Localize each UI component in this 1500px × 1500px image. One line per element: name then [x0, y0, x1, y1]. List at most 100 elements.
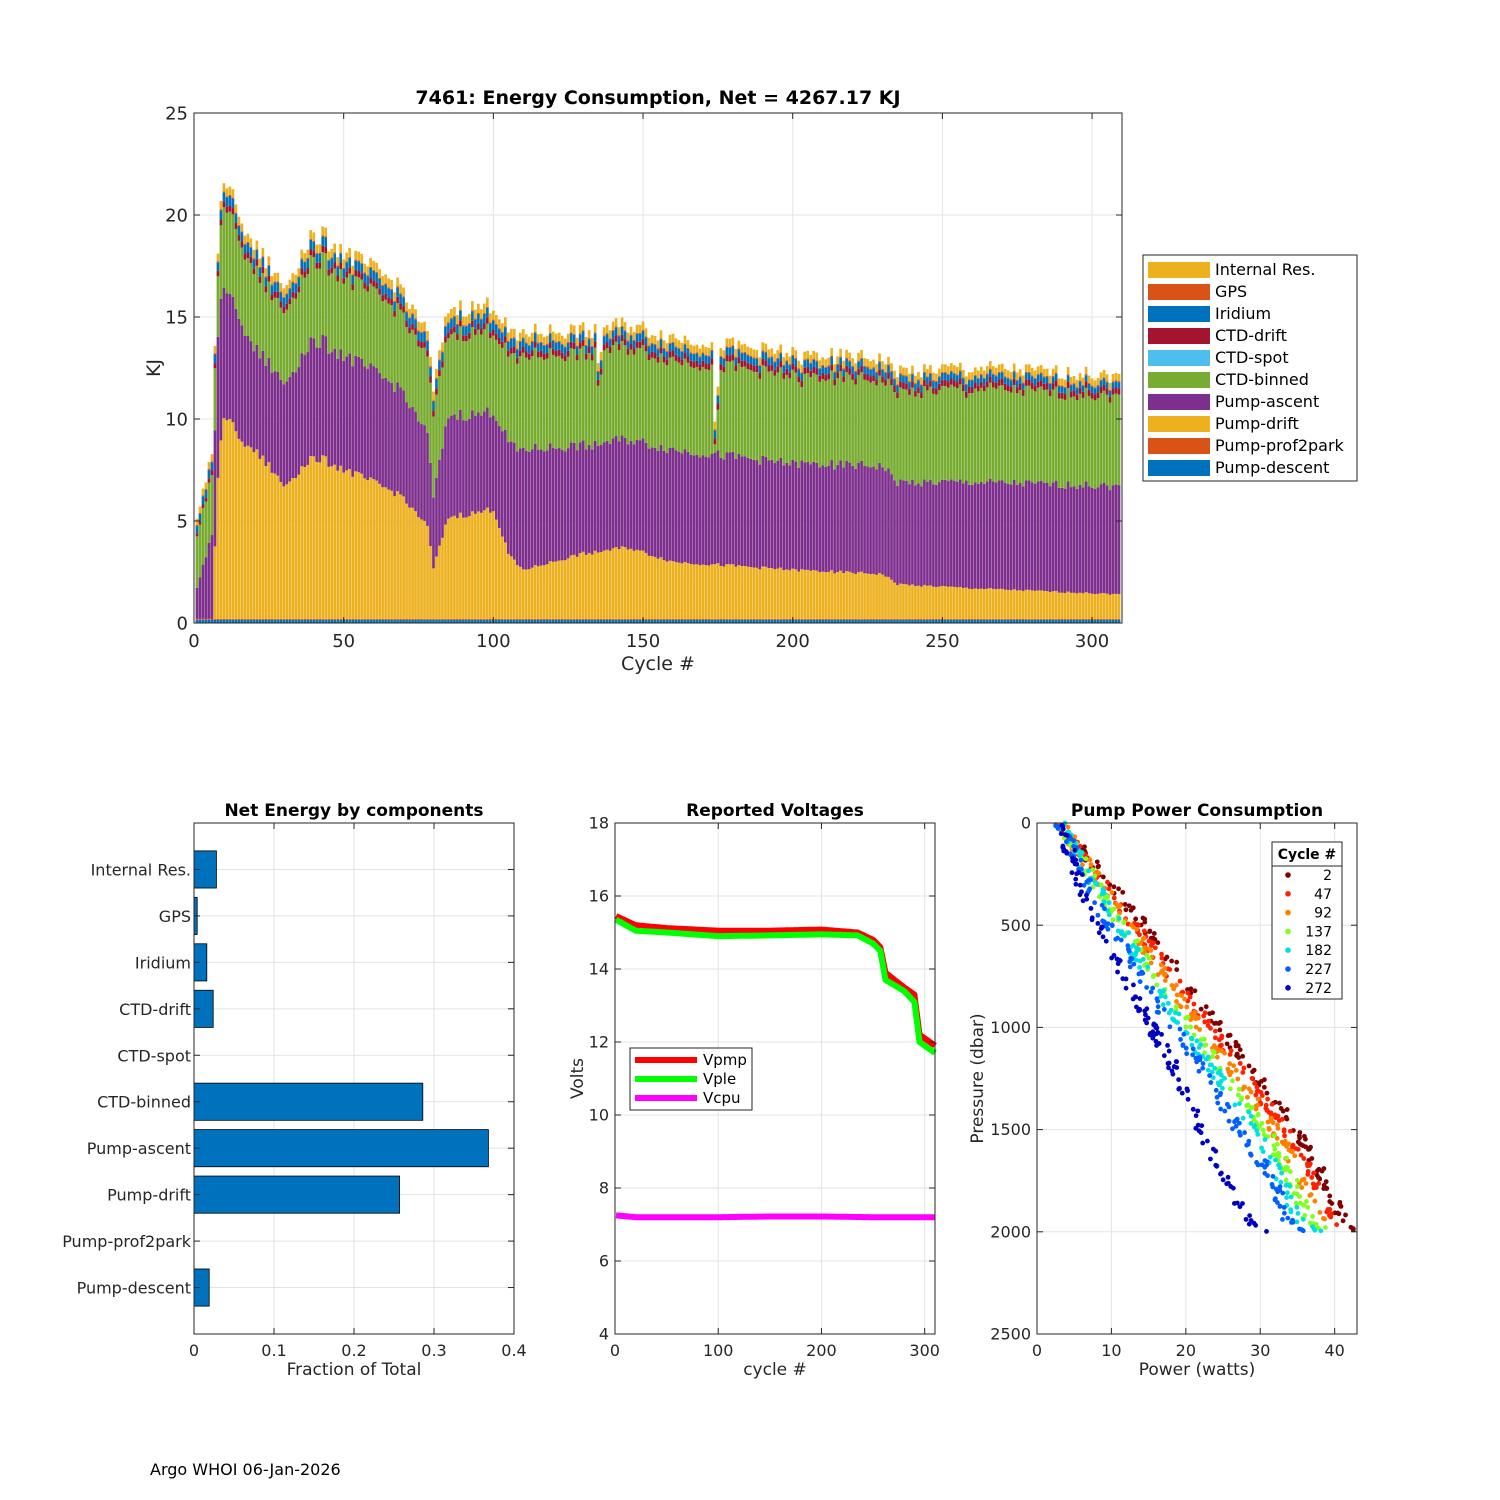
bar-segment — [237, 216, 241, 225]
bar-segment — [674, 347, 678, 355]
bar-segment — [590, 554, 594, 620]
pump-point-cycle-227 — [1275, 1189, 1281, 1195]
bar-segment — [480, 619, 483, 623]
pump-point-cycle-182 — [1173, 1010, 1178, 1016]
bar-segment — [1003, 589, 1007, 619]
bar-segment — [617, 350, 621, 442]
bar-segment — [264, 618, 268, 620]
bar-segment — [273, 618, 277, 620]
bar-segment — [1018, 590, 1022, 619]
bar-segment — [447, 313, 450, 323]
pump-point-cycle-47 — [1328, 1214, 1334, 1220]
pump-point-cycle-272 — [1179, 1090, 1185, 1096]
bar-segment — [731, 360, 735, 452]
bar-segment — [207, 478, 211, 483]
bar-segment — [1024, 618, 1028, 620]
bar-segment — [890, 378, 893, 386]
bar-segment — [339, 252, 343, 254]
bar-segment — [1042, 590, 1046, 619]
pump-point-cycle-2 — [1297, 1135, 1303, 1141]
bar-segment — [483, 329, 486, 412]
bar-segment — [402, 390, 405, 497]
bar-segment — [581, 619, 585, 623]
pump-point-cycle-182 — [1176, 1011, 1182, 1017]
bar-segment — [578, 618, 582, 620]
bar-segment — [483, 619, 486, 623]
bar-segment — [378, 269, 381, 278]
bar-segment — [638, 347, 642, 441]
bar-segment — [533, 443, 537, 566]
bar-segment — [875, 619, 878, 621]
bar-segment — [635, 439, 639, 550]
bar-segment — [399, 309, 402, 388]
bar-segment — [354, 618, 357, 620]
pump-point-cycle-2 — [1151, 931, 1157, 936]
bar-segment — [1117, 594, 1121, 619]
bar-segment — [300, 619, 304, 623]
bar-segment — [599, 368, 603, 375]
bar-segment — [465, 316, 468, 326]
bar-segment — [414, 511, 417, 619]
bar-segment — [935, 388, 938, 395]
bar-segment — [707, 347, 711, 356]
bar-segment — [899, 373, 902, 375]
bar-segment — [947, 373, 950, 375]
bar-segment — [1027, 385, 1031, 481]
bar-segment — [626, 340, 630, 342]
bar-segment — [318, 253, 322, 263]
pump-point-cycle-92 — [1211, 1043, 1217, 1049]
bar-segment — [917, 380, 920, 388]
bar-segment — [656, 349, 660, 357]
bar-segment — [1036, 619, 1040, 623]
pump-point-cycle-182 — [1160, 1002, 1166, 1008]
bar-segment — [500, 341, 504, 348]
bar-segment — [411, 323, 414, 330]
bar-segment — [459, 409, 462, 513]
bar-segment — [866, 367, 869, 375]
bar-segment — [240, 247, 244, 326]
pump-point-cycle-227 — [1131, 961, 1137, 967]
pump-point-cycle-92 — [1184, 1004, 1190, 1010]
bar-segment — [336, 470, 340, 620]
bar-segment — [857, 462, 860, 573]
bar-segment — [318, 347, 322, 463]
bar-segment — [465, 420, 468, 518]
bar-segment — [782, 372, 786, 379]
bar-segment — [459, 300, 462, 310]
bar-segment — [704, 369, 708, 457]
bar-segment — [788, 618, 792, 620]
bar-segment — [749, 370, 753, 459]
bar-segment — [515, 357, 519, 364]
bar-segment — [935, 373, 938, 381]
bar-segment — [602, 550, 606, 619]
bar-segment — [875, 379, 878, 386]
x-axis-label: Fraction of Total — [287, 1360, 422, 1380]
bar-segment — [306, 352, 310, 465]
bar-segment — [1015, 393, 1019, 485]
bar-segment — [1075, 394, 1079, 401]
bar-segment — [1114, 372, 1118, 381]
pump-point-cycle-92 — [1140, 936, 1146, 942]
bar-segment — [935, 394, 938, 485]
bar-segment — [1069, 397, 1073, 488]
pump-point-cycle-182 — [1106, 912, 1112, 918]
bar-segment — [764, 456, 768, 567]
bar-segment — [632, 348, 636, 355]
bar-segment — [833, 372, 836, 380]
bar-segment — [979, 366, 983, 375]
pump-point-cycle-272 — [1089, 917, 1095, 923]
bar-segment — [979, 618, 983, 620]
bar-segment — [776, 461, 780, 569]
legend-swatch — [1148, 306, 1210, 322]
x-tick-label: 0.4 — [501, 1341, 526, 1360]
bar-segment — [656, 620, 660, 623]
bar-segment — [333, 253, 337, 263]
bar-segment — [827, 618, 830, 620]
bar-segment — [530, 340, 534, 342]
bar-segment — [785, 462, 789, 570]
bar-segment — [1111, 394, 1115, 486]
bar-segment — [1063, 620, 1067, 623]
bar-segment — [575, 556, 579, 620]
